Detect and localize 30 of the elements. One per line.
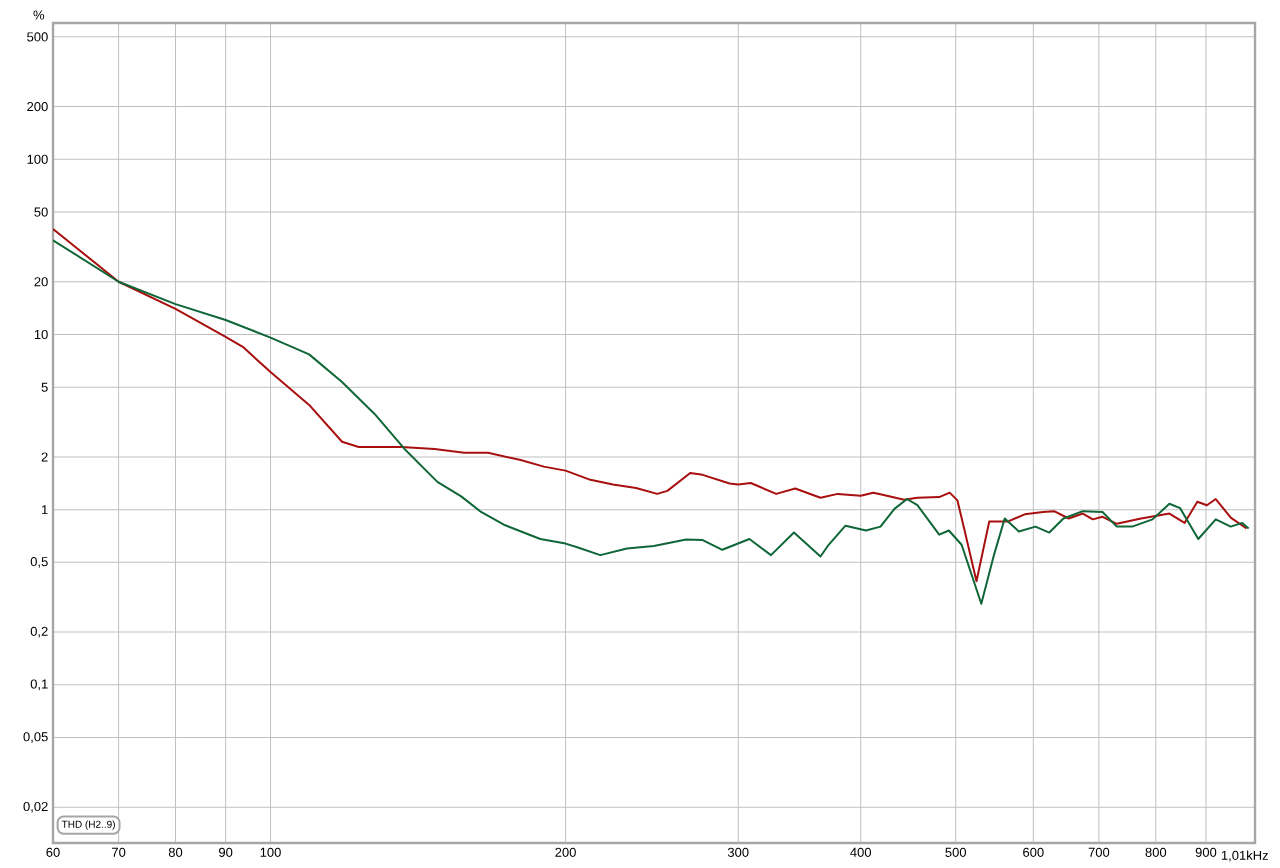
y-tick-label: 0,02 — [23, 801, 48, 813]
x-tick-label: 200 — [555, 847, 576, 857]
y-tick-label: 5 — [41, 382, 48, 392]
y-tick-label: 1 — [42, 505, 48, 515]
y-tick-label: 0,5 — [30, 557, 48, 568]
y-tick-label: 20 — [34, 277, 48, 287]
x-tick-label: 80 — [168, 847, 183, 857]
annotation: THD (H2..9) — [61, 820, 115, 830]
x-tick-label: 300 — [727, 847, 749, 857]
x-tick-label: 600 — [1023, 847, 1044, 857]
x-tick-label: 400 — [850, 847, 872, 857]
x-tick-label: 70 — [112, 847, 126, 857]
x-axis-title: 1,01kHz — [1221, 850, 1268, 862]
x-tick-label: 90 — [219, 847, 233, 857]
x-tick-label: 60 — [46, 847, 60, 857]
y-tick-label: 500 — [27, 32, 48, 42]
y-tick-label: 50 — [34, 207, 48, 217]
y-tick-label: 2 — [41, 452, 48, 462]
x-tick-label: 700 — [1088, 847, 1110, 857]
y-tick-label: 100 — [27, 154, 48, 164]
y-tick-label: 0,05 — [23, 732, 48, 743]
x-tick-label: 800 — [1145, 847, 1167, 857]
y-tick-label: 0,1 — [30, 679, 48, 691]
y-axis-title: % — [33, 10, 45, 20]
y-tick-label: 200 — [27, 101, 48, 112]
x-tick-label: 500 — [945, 847, 967, 857]
y-tick-label: 10 — [34, 329, 48, 340]
x-tick-label: 900 — [1195, 847, 1217, 857]
x-tick-label: 100 — [260, 847, 281, 857]
y-tick-label: 0,2 — [30, 626, 48, 638]
